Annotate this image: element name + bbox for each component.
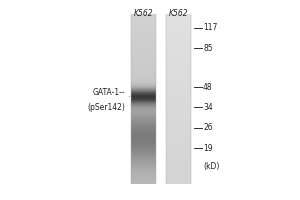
Text: GATA-1--: GATA-1-- (92, 88, 125, 97)
Text: 85: 85 (203, 44, 213, 53)
Text: K562: K562 (169, 9, 188, 18)
Text: 48: 48 (203, 83, 213, 92)
Text: 34: 34 (203, 103, 213, 112)
Text: (kD): (kD) (203, 162, 219, 171)
Text: K562: K562 (134, 9, 153, 18)
Text: (pSer142): (pSer142) (87, 103, 125, 112)
Text: 19: 19 (203, 144, 213, 153)
Text: 26: 26 (203, 123, 213, 132)
Text: 117: 117 (203, 23, 218, 32)
